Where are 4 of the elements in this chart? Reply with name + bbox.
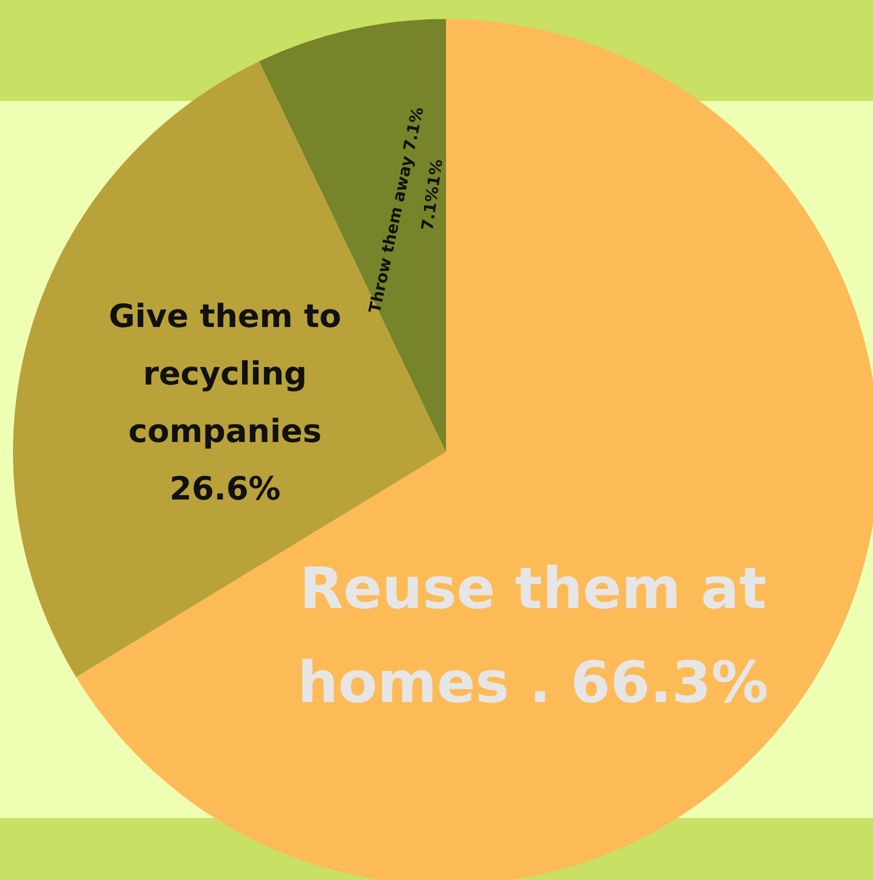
text: 7.1%1% — [418, 158, 446, 232]
slice-label: Give them to recycling companies — [108, 296, 342, 450]
slice-label: Reuse them at homes . 66.3% — [298, 556, 768, 716]
data-label: 26.6% — [169, 470, 281, 508]
